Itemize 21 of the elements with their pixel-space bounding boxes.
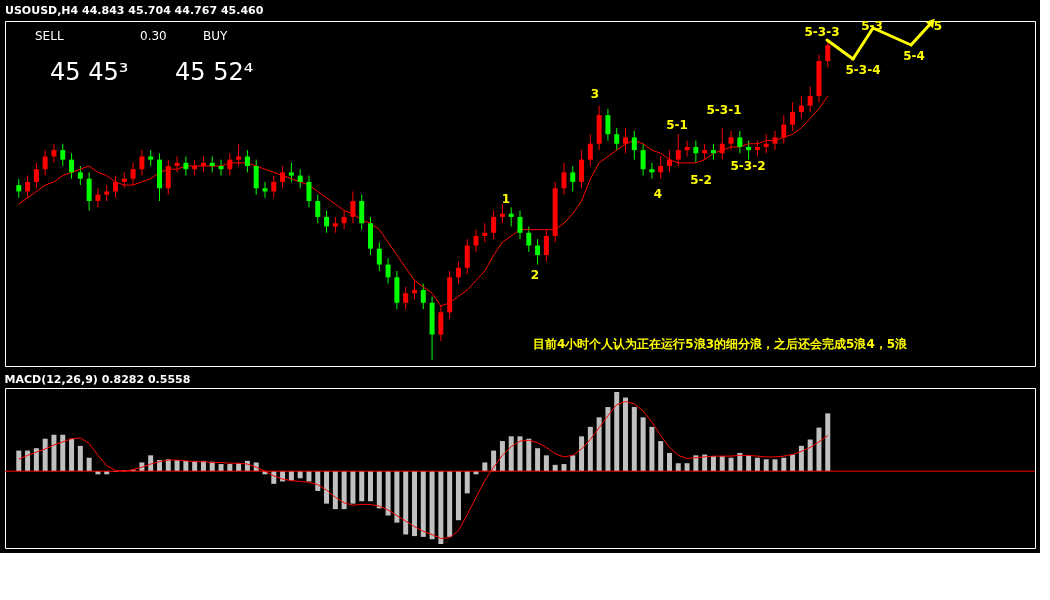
annotation: 5-3-1: [706, 103, 742, 117]
annotation: 5-3-2: [730, 159, 766, 173]
text: 5-3-3: [804, 25, 840, 39]
annotation: 4: [653, 187, 663, 201]
annotation: 5-2: [690, 173, 712, 187]
annotation: 3: [590, 87, 600, 101]
annotation: 2: [530, 268, 540, 282]
annotation: 1: [501, 192, 511, 206]
annotation: 0.30: [140, 29, 167, 43]
text: 5-3-4: [845, 63, 881, 77]
text: 5-3: [861, 19, 883, 33]
chart-title: USOUSD,H4 44.843 45.704 44.767 45.460: [5, 3, 264, 17]
annotation: 45 52⁴: [175, 58, 254, 86]
annotation: SELL: [35, 29, 64, 43]
annotation: BUY: [203, 29, 229, 43]
annotation: 目前4小时个人认为正在运行5浪3的细分浪，之后还会完成5浪4，5浪: [533, 337, 909, 351]
text: 5-4: [903, 49, 925, 63]
annotation: 5-1: [666, 118, 688, 132]
text: 5: [933, 19, 943, 33]
annotation: 45 45³: [50, 58, 129, 86]
chart-title: MACD(12,26,9) 0.8282 0.5558: [4, 373, 191, 386]
